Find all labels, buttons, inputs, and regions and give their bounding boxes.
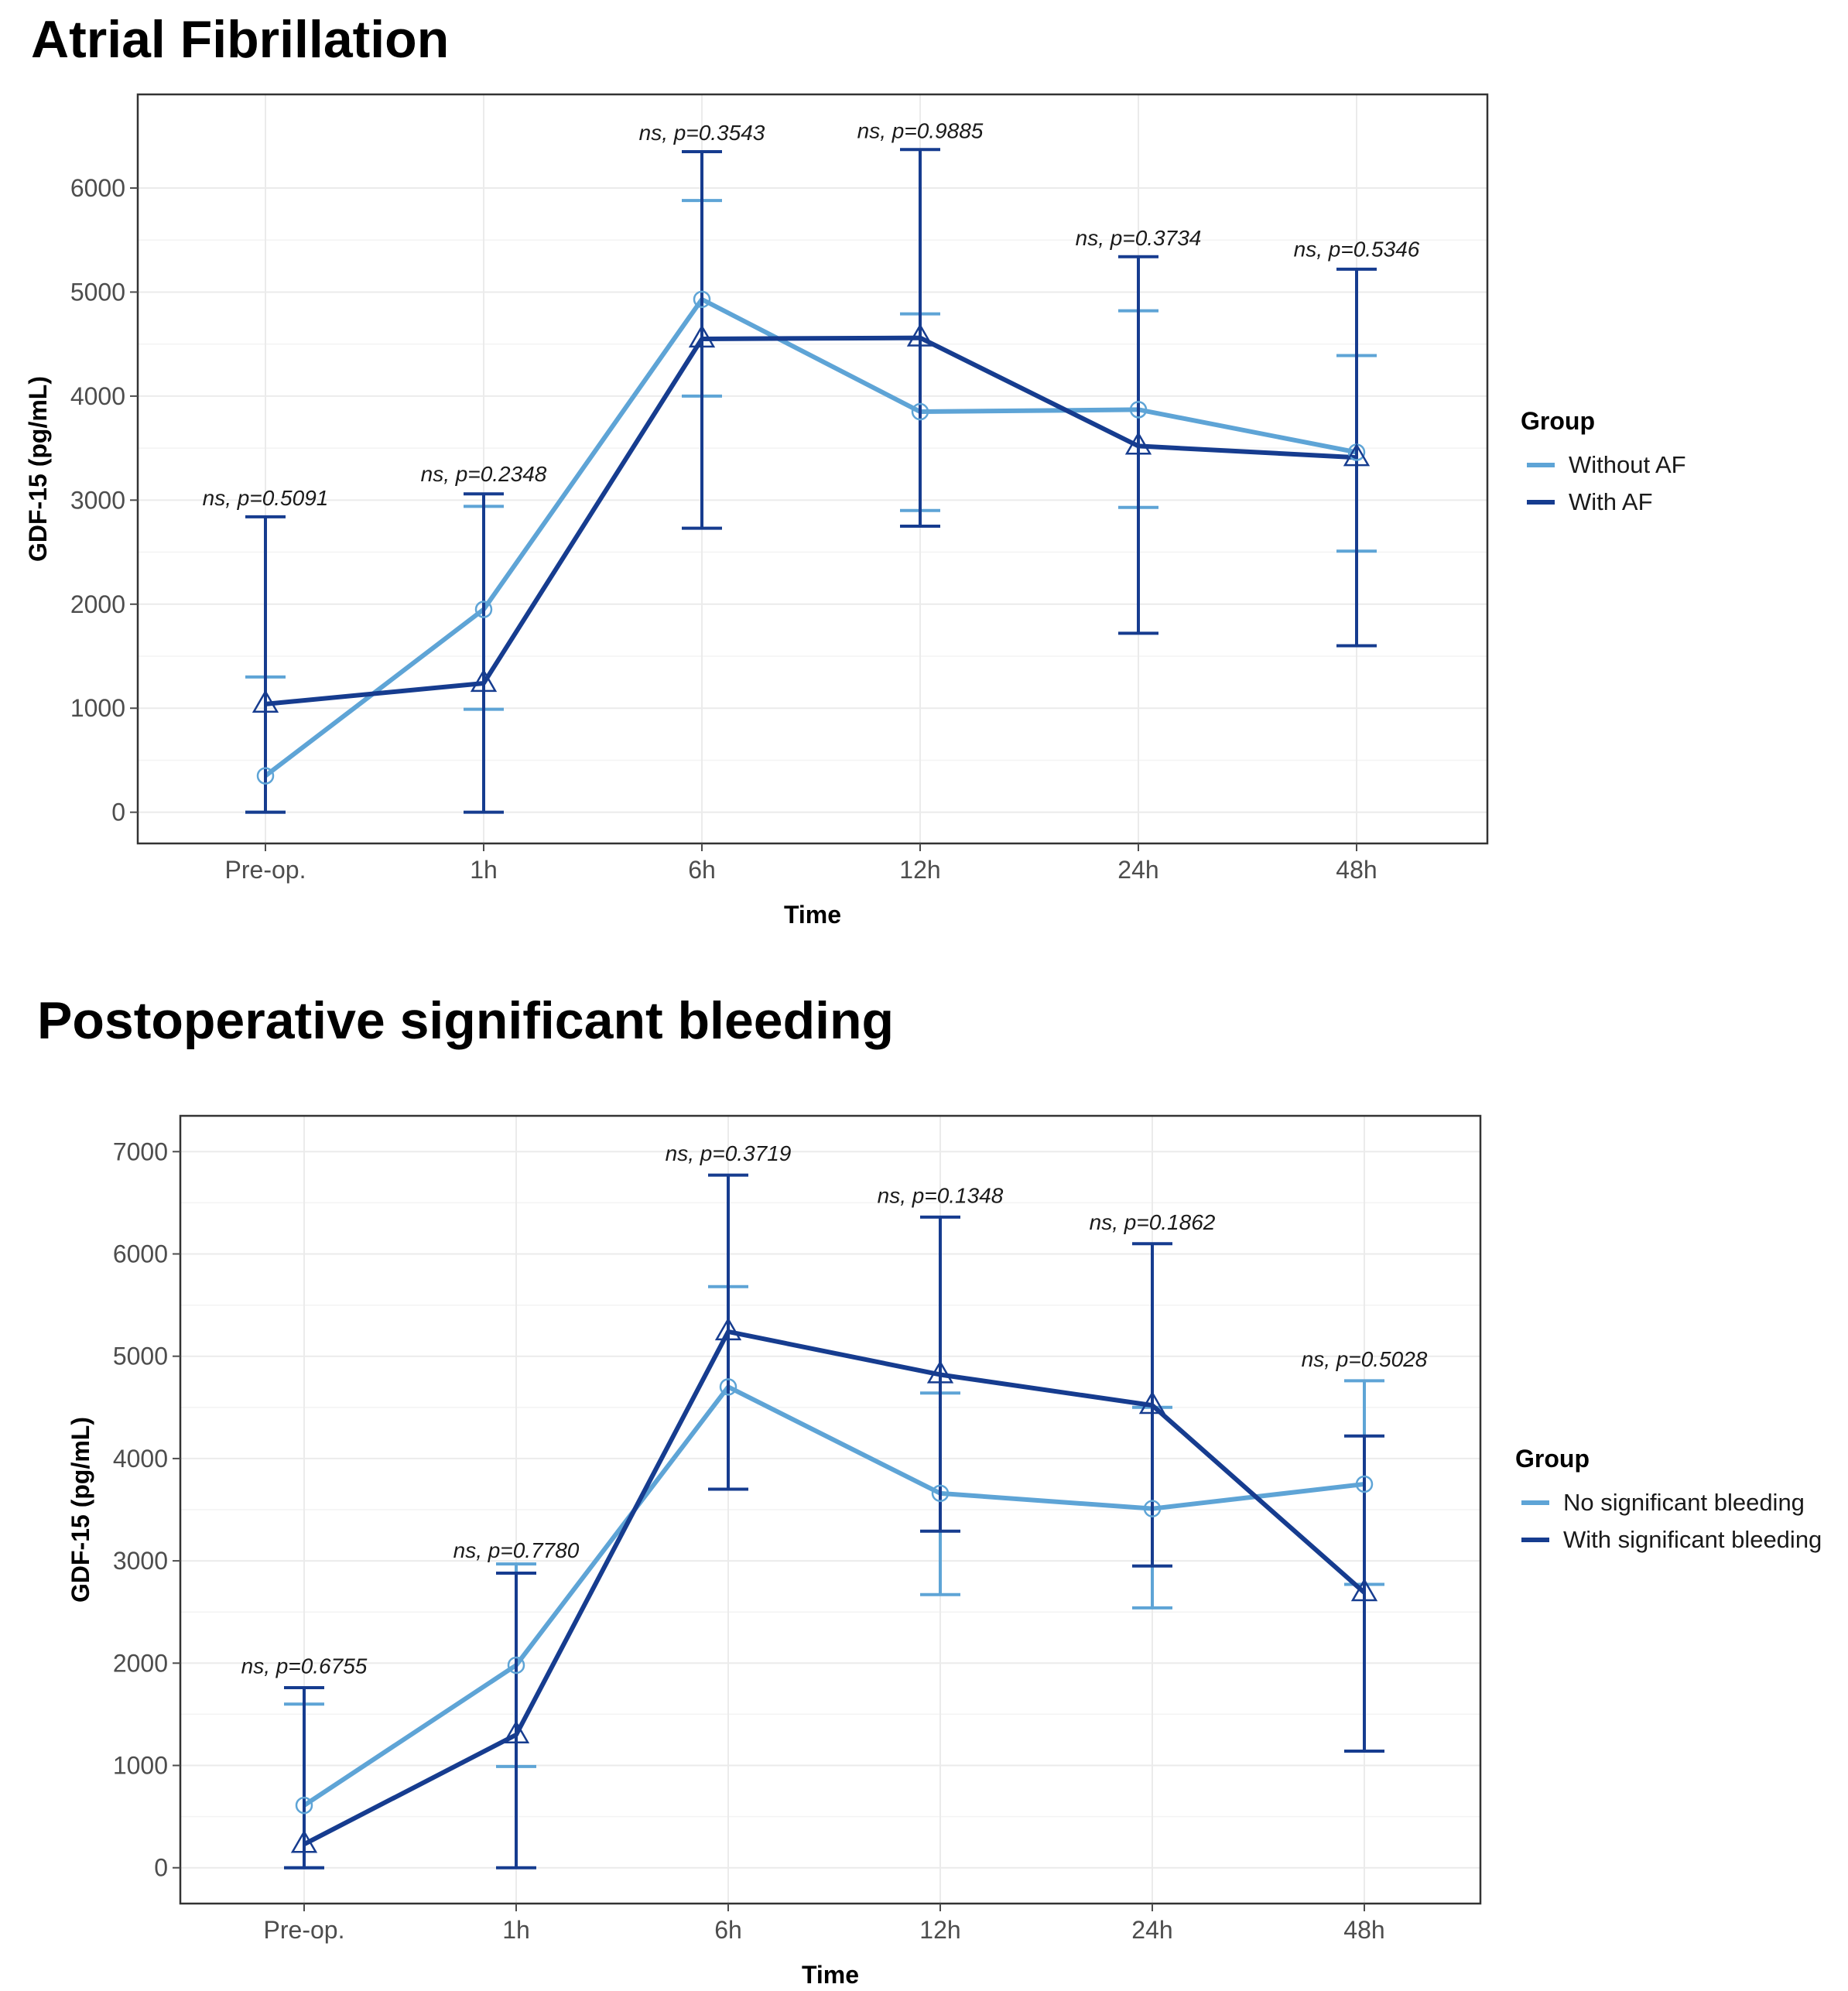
c1-y-tick-label-3000: 3000 [113,1547,168,1575]
c0-annotation-12h: ns, p=0.9885 [857,118,984,142]
c0-annotation-24h: ns, p=0.3734 [1076,226,1202,250]
c1-annotation-6h: ns, p=0.3719 [666,1141,792,1165]
c0-x-tick-label-24h: 24h [1117,856,1158,884]
c1-error-bar-with-significant-bleeding-24h [1132,1242,1172,1568]
c1-x-tick-label-pre-op: Pre-op. [264,1916,345,1944]
c0-legend-label-with-af: With AF [1569,488,1653,515]
c1-x-tick-label-1h: 1h [502,1916,530,1944]
c0-y-tick-label-3000: 3000 [70,486,125,514]
c1-error-bar-with-significant-bleeding-12h [920,1215,960,1533]
c1-y-tick-label-6000: 6000 [113,1240,168,1267]
c1-panel-border [179,1114,1482,1905]
c1-annotation-48h: ns, p=0.5028 [1302,1347,1428,1371]
c0-error-bar-with-af-1h [464,492,504,814]
c1-x-tick-label-24h: 24h [1131,1916,1172,1944]
c0-y-tick-label-2000: 2000 [70,590,125,618]
c1-series-line-with-significant-bleeding [303,1329,1366,1846]
c1-point-with-significant-bleeding-pre-op [290,1829,318,1853]
c1-series-line-no-significant-bleeding [303,1384,1365,1808]
c1-point-no-significant-bleeding-pre-op [295,1796,313,1815]
c1-point-with-significant-bleeding-12h [926,1360,954,1384]
c1-point-no-significant-bleeding-24h [1143,1500,1162,1517]
c0-annotation-pre-op: ns, p=0.5091 [203,486,329,510]
c0-y-tick-label-4000: 4000 [70,382,125,410]
c0-error-bar-with-af-48h [1336,267,1377,648]
c0-point-without-af-pre-op [256,767,275,785]
c0-x-tick-label-1h: 1h [470,856,498,884]
c0-x-axis-title: Time [784,901,841,929]
c1-x-axis-title: Time [802,1961,859,1989]
c1-annotation-1h: ns, p=0.7780 [453,1538,580,1562]
c0-series-line-with-af [265,335,1357,706]
c1-point-no-significant-bleeding-48h [1355,1475,1374,1493]
c0-y-tick-label-1000: 1000 [70,694,125,722]
c1-x-tick-label-6h: 6h [714,1916,742,1944]
c1-point-with-significant-bleeding-1h [502,1720,530,1743]
c0-annotation-48h: ns, p=0.5346 [1294,238,1420,262]
c0-panel-background [138,94,1487,843]
c0-x-tick-label-12h: 12h [899,856,940,884]
c0-x-tick-label-6h: 6h [688,856,716,884]
c0-point-without-af-6h [693,290,711,309]
c0-annotation-1h: ns, p=0.2348 [421,462,547,486]
c0-error-bar-with-af-24h [1118,255,1158,635]
c0-point-without-af-12h [911,402,929,421]
c0-legend-label-without-af: Without AF [1569,451,1686,478]
c1-y-tick-label-4000: 4000 [113,1445,168,1473]
c1-point-with-significant-bleeding-48h [1350,1578,1378,1602]
c1-annotation-pre-op: ns, p=0.6755 [241,1654,368,1678]
c1-point-with-significant-bleeding-24h [1138,1391,1166,1415]
c0-error-bar-with-af-pre-op [245,515,286,814]
c1-legend-title: Group [1515,1445,1590,1473]
c1-legend-label-with-significant-bleeding: With significant bleeding [1563,1526,1822,1553]
c1-legend: Group No significant bleeding With signifi… [1515,1445,1822,1553]
c1-annotation-24h: ns, p=0.1862 [1090,1210,1216,1234]
c1-y-tick-label-0: 0 [154,1854,168,1882]
c0-point-without-af-1h [474,600,493,618]
c0-point-with-af-pre-op [252,689,279,713]
c1-point-no-significant-bleeding-12h [931,1484,950,1503]
c1-error-bar-with-significant-bleeding-48h [1344,1434,1384,1753]
chart-title-atrial-fibrillation: Atrial Fibrillation [31,10,450,69]
c1-legend-label-no-significant-bleeding: No significant bleeding [1563,1489,1805,1516]
c1-annotation-12h: ns, p=0.1348 [878,1183,1004,1207]
c1-y-tick-label-1000: 1000 [113,1752,168,1780]
c0-panel-border [136,93,1489,845]
c1-y-tick-label-5000: 5000 [113,1343,168,1370]
c0-x-tick-label-48h: 48h [1336,856,1377,884]
c0-annotation-6h: ns, p=0.3543 [639,121,765,145]
c1-x-tick-label-12h: 12h [919,1916,960,1944]
c0-legend-title: Group [1521,407,1595,435]
c0-y-tick-label-6000: 6000 [70,174,125,202]
c1-y-tick-label-2000: 2000 [113,1649,168,1677]
c1-error-bar-with-significant-bleeding-6h [708,1173,748,1491]
c1-point-with-significant-bleeding-6h [714,1317,742,1341]
c0-x-tick-label-pre-op: Pre-op. [225,856,306,884]
c1-point-no-significant-bleeding-1h [507,1656,525,1675]
c0-point-with-af-1h [470,669,498,693]
c0-point-with-af-48h [1343,443,1371,467]
c0-point-with-af-6h [688,324,716,348]
c1-x-tick-label-48h: 48h [1343,1916,1384,1944]
chart-atrial-fibrillation: ns, p=0.5091 ns, p=0.2348 ns, p=0.3543 ns, … [24,93,1686,929]
c0-y-tick-label-0: 0 [111,799,125,826]
c0-point-without-af-24h [1129,401,1148,419]
c1-error-bar-with-significant-bleeding-pre-op [284,1686,324,1870]
c0-point-with-af-24h [1124,431,1152,455]
c1-y-tick-label-7000: 7000 [113,1137,168,1165]
c1-y-axis-title: GDF-15 (pg/mL) [67,1417,94,1603]
c0-legend: Group Without AF With AF [1521,407,1686,515]
c0-error-bar-with-af-6h [682,149,722,530]
c1-point-no-significant-bleeding-6h [719,1378,737,1396]
c0-y-axis-title: GDF-15 (pg/mL) [24,376,52,562]
c0-error-bar-with-af-12h [900,148,940,528]
c0-series-line-without-af [264,296,1357,778]
chart-title-bleeding: Postoperative significant bleeding [37,991,895,1050]
c0-y-tick-label-5000: 5000 [70,278,125,306]
c0-point-with-af-12h [906,323,934,347]
